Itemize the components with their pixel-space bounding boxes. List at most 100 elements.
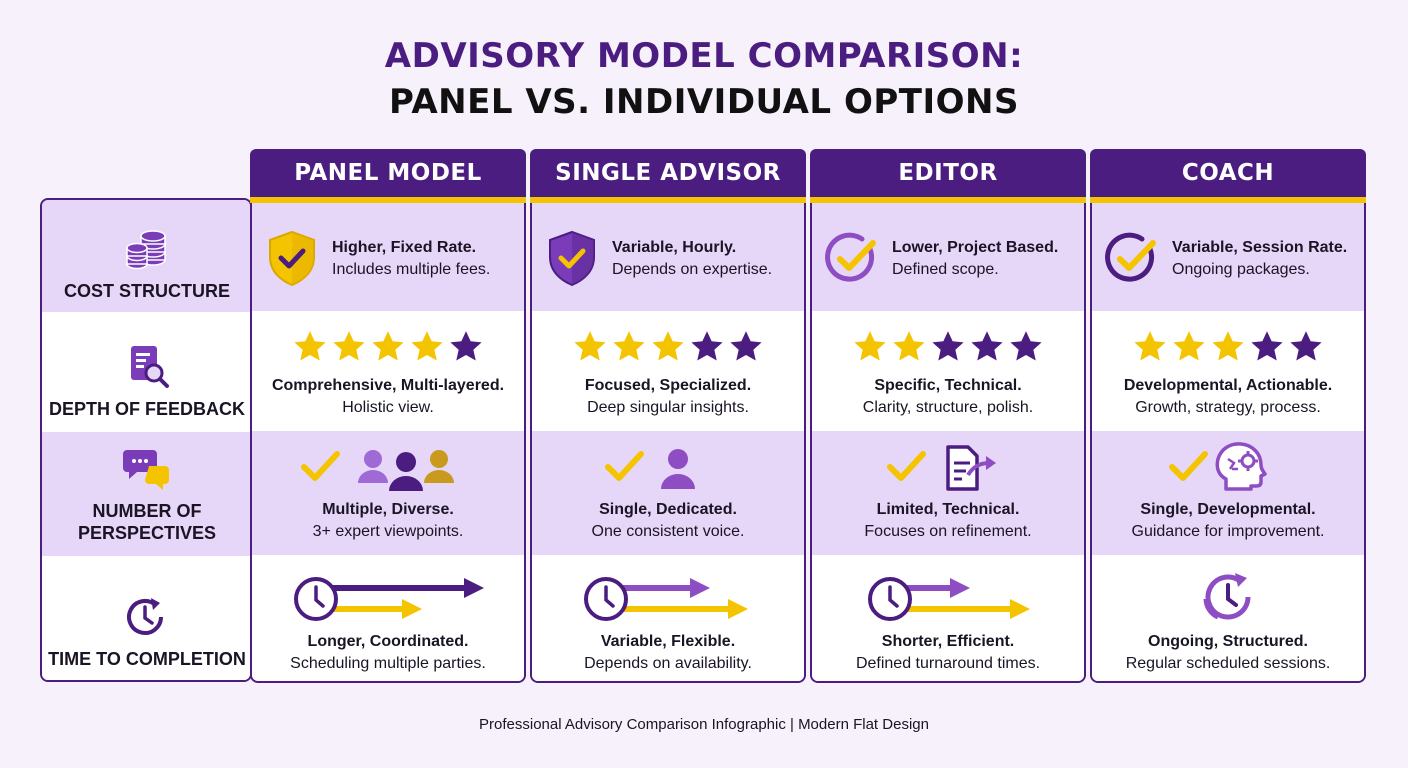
star-filled-icon xyxy=(1134,331,1166,361)
cost-cell: Variable, Session Rate. Ongoing packages… xyxy=(1092,203,1364,311)
feedback-summary: Developmental, Actionable. xyxy=(1123,377,1333,394)
clock-arrows-icon xyxy=(294,577,484,621)
circle-check-icon xyxy=(825,232,876,282)
row-label-feedback: DEPTH OF FEEDBACK xyxy=(42,312,250,432)
page-title: ADVISORY MODEL COMPARISON: xyxy=(384,36,1024,76)
row-label-time: TIME TO COMPLETION xyxy=(42,556,250,680)
perspectives-detail: Focuses on refinement. xyxy=(864,523,1032,540)
cost-detail: Includes multiple fees. xyxy=(332,261,491,278)
star-filled-icon xyxy=(333,331,365,361)
feedback-summary: Focused, Specialized. xyxy=(584,377,752,394)
header-accent-bar xyxy=(250,197,526,203)
cost-summary: Lower, Project Based. xyxy=(892,239,1059,256)
check-head-gear-icon xyxy=(1169,442,1267,491)
feedback-detail: Growth, strategy, process. xyxy=(1135,399,1321,416)
time-summary: Ongoing, Structured. xyxy=(1148,633,1308,650)
time-detail: Scheduling multiple parties. xyxy=(290,655,486,672)
cost-cell: Variable, Hourly. Depends on expertise. xyxy=(532,203,804,311)
check-document-edit-icon xyxy=(887,445,996,491)
star-filled-icon xyxy=(1212,331,1244,361)
column-panel-model: PANEL MODEL Higher, Fixed Rate. Includes… xyxy=(250,149,526,683)
perspectives-cell: Limited, Technical. Focuses on refinemen… xyxy=(812,431,1084,555)
column-body: Higher, Fixed Rate. Includes multiple fe… xyxy=(250,203,526,683)
time-cell: Variable, Flexible. Depends on availabil… xyxy=(532,555,804,681)
time-cell: Shorter, Efficient. Defined turnaround t… xyxy=(812,555,1084,681)
perspectives-cell: Single, Developmental. Guidance for impr… xyxy=(1092,431,1364,555)
cost-detail: Ongoing packages. xyxy=(1172,261,1310,278)
star-filled-icon xyxy=(854,331,886,361)
star-filled-icon xyxy=(411,331,443,361)
time-summary: Shorter, Efficient. xyxy=(881,633,1015,650)
check-people-group-icon xyxy=(301,450,454,491)
star-filled-icon xyxy=(372,331,404,361)
page-subtitle: PANEL VS. INDIVIDUAL OPTIONS xyxy=(389,82,1019,122)
header-accent-bar xyxy=(810,197,1086,203)
cost-summary: Higher, Fixed Rate. xyxy=(332,239,477,256)
document-magnifier-icon xyxy=(131,346,169,388)
feedback-summary: Specific, Technical. xyxy=(874,377,1022,394)
time-summary: Variable, Flexible. xyxy=(600,633,736,650)
column-header: SINGLE ADVISOR xyxy=(530,149,806,197)
row-label-perspectives-text: NUMBER OF PERSPECTIVES xyxy=(77,501,217,543)
clock-arrows-icon xyxy=(868,577,1030,621)
chat-bubbles-icon xyxy=(123,450,169,490)
column-header: COACH xyxy=(1090,149,1366,197)
header-accent-bar xyxy=(1090,197,1366,203)
star-empty-icon xyxy=(450,331,482,361)
star-empty-icon xyxy=(932,331,964,361)
footer-caption: Professional Advisory Comparison Infogra… xyxy=(479,716,929,733)
column-body: Variable, Session Rate. Ongoing packages… xyxy=(1090,203,1366,683)
star-filled-icon xyxy=(613,331,645,361)
feedback-cell: Focused, Specialized. Deep singular insi… xyxy=(532,311,804,431)
cost-summary: Variable, Hourly. xyxy=(612,239,737,256)
feedback-cell: Comprehensive, Multi-layered. Holistic v… xyxy=(252,311,524,431)
column-header: PANEL MODEL xyxy=(250,149,526,197)
star-empty-icon xyxy=(730,331,762,361)
cost-cell: Lower, Project Based. Defined scope. xyxy=(812,203,1084,311)
feedback-detail: Clarity, structure, polish. xyxy=(862,399,1034,416)
perspectives-detail: One consistent voice. xyxy=(591,523,745,540)
star-rating xyxy=(532,329,804,365)
row-label-feedback-text: DEPTH OF FEEDBACK xyxy=(48,399,245,419)
time-detail: Depends on availability. xyxy=(584,655,752,672)
coins-stack-icon xyxy=(126,230,166,270)
feedback-detail: Holistic view. xyxy=(342,399,434,416)
star-empty-icon xyxy=(1251,331,1283,361)
column-body: Lower, Project Based. Defined scope. Spe… xyxy=(810,203,1086,683)
check-person-icon xyxy=(605,449,695,489)
clock-refresh-icon xyxy=(127,598,163,635)
column-coach: COACH Variable, Session Rate. Ongoing pa… xyxy=(1090,149,1366,683)
star-filled-icon xyxy=(893,331,925,361)
star-empty-icon xyxy=(971,331,1003,361)
feedback-cell: Specific, Technical. Clarity, structure,… xyxy=(812,311,1084,431)
time-summary: Longer, Coordinated. xyxy=(307,633,469,650)
header-accent-bar xyxy=(530,197,806,203)
circle-check-icon xyxy=(1105,232,1156,282)
star-filled-icon xyxy=(1173,331,1205,361)
clock-arrows-icon xyxy=(584,577,748,621)
feedback-summary: Comprehensive, Multi-layered. xyxy=(271,377,505,394)
clock-refresh-icon xyxy=(1203,573,1251,620)
star-rating xyxy=(252,329,524,365)
time-cell: Longer, Coordinated. Scheduling multiple… xyxy=(252,555,524,681)
time-detail: Defined turnaround times. xyxy=(855,655,1041,672)
row-label-time-text: TIME TO COMPLETION xyxy=(48,649,246,669)
row-label-cost: COST STRUCTURE xyxy=(42,200,250,312)
time-cell: Ongoing, Structured. Regular scheduled s… xyxy=(1092,555,1364,681)
column-single-advisor: SINGLE ADVISOR Variable, Hourly. Depends… xyxy=(530,149,806,683)
column-body: Variable, Hourly. Depends on expertise. … xyxy=(530,203,806,683)
star-rating xyxy=(1092,329,1364,365)
shield-check-gold-icon xyxy=(269,230,315,287)
cost-summary: Variable, Session Rate. xyxy=(1172,239,1348,256)
row-label-perspectives: NUMBER OF PERSPECTIVES xyxy=(42,432,250,556)
star-filled-icon xyxy=(294,331,326,361)
feedback-detail: Deep singular insights. xyxy=(587,399,749,416)
perspectives-detail: Guidance for improvement. xyxy=(1131,523,1325,540)
star-filled-icon xyxy=(574,331,606,361)
perspectives-cell: Single, Dedicated. One consistent voice. xyxy=(532,431,804,555)
star-empty-icon xyxy=(1290,331,1322,361)
star-filled-icon xyxy=(652,331,684,361)
perspectives-summary: Multiple, Diverse. xyxy=(322,501,454,518)
perspectives-summary: Limited, Technical. xyxy=(876,501,1020,518)
perspectives-detail: 3+ expert viewpoints. xyxy=(312,523,464,540)
